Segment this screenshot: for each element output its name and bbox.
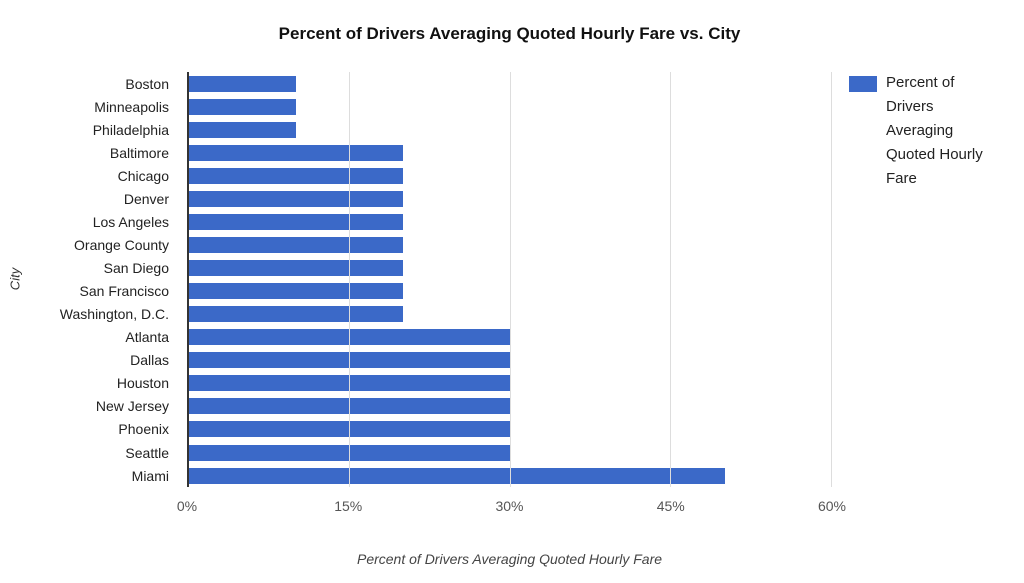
bar-dallas[interactable] <box>189 352 511 369</box>
gridline <box>670 72 672 487</box>
y-axis-label: Orange County <box>74 236 169 253</box>
bar-minneapolis[interactable] <box>189 98 297 115</box>
y-axis-label: Denver <box>123 190 169 207</box>
y-axis-label: San Diego <box>103 260 169 277</box>
bar-baltimore[interactable] <box>189 144 404 161</box>
x-axis-tick: 0% <box>176 498 198 514</box>
bar-row <box>189 303 832 326</box>
y-axis-label: New Jersey <box>95 398 169 415</box>
bar-row <box>189 464 832 487</box>
bar-row <box>189 257 832 280</box>
y-axis-label: Boston <box>125 75 169 92</box>
bar-row <box>189 418 832 441</box>
x-axis-tick: 60% <box>817 498 847 514</box>
bar-row <box>189 118 832 141</box>
legend-swatch <box>849 76 877 92</box>
gridline <box>348 72 350 487</box>
bar-boston[interactable] <box>189 75 297 92</box>
chart-title: Percent of Drivers Averaging Quoted Hour… <box>278 24 741 43</box>
y-axis-label: Dallas <box>130 352 169 369</box>
legend: Percent of Drivers Averaging Quoted Hour… <box>849 74 991 191</box>
bar-row <box>189 164 832 187</box>
y-axis-label: San Francisco <box>79 283 169 300</box>
x-axis-tick: 45% <box>656 498 685 514</box>
bar-miami[interactable] <box>189 467 725 484</box>
bar-chicago[interactable] <box>189 167 404 184</box>
bar-row <box>189 95 832 118</box>
x-axis-ticks: 0% 15% 30% 45% 60% <box>177 498 846 516</box>
bar-row <box>189 210 832 233</box>
bar-row <box>189 72 832 95</box>
x-axis-tick: 15% <box>334 498 363 514</box>
bar-row <box>189 233 832 256</box>
x-axis-title: Percent of Drivers Averaging Quoted Hour… <box>356 551 663 567</box>
bar-row <box>189 141 832 164</box>
bar-houston[interactable] <box>189 375 511 392</box>
legend-label: Percent of Drivers Averaging Quoted Hour… <box>886 74 983 187</box>
y-axis-label: Miami <box>131 467 169 484</box>
bar-san-diego[interactable] <box>189 260 404 277</box>
bar-rows <box>189 72 832 487</box>
plot-area <box>187 72 832 487</box>
bar-row <box>189 395 832 418</box>
bar-philadelphia[interactable] <box>189 121 297 138</box>
bar-atlanta[interactable] <box>189 329 511 346</box>
y-axis-label: Washington, D.C. <box>59 306 169 323</box>
bar-washington-d-c[interactable] <box>189 306 404 323</box>
bar-orange-county[interactable] <box>189 236 404 253</box>
y-axis-label: Minneapolis <box>94 98 169 115</box>
bar-seattle[interactable] <box>189 444 511 461</box>
y-axis-label: Philadelphia <box>92 121 169 138</box>
bar-new-jersey[interactable] <box>189 398 511 415</box>
gridline <box>509 72 511 487</box>
bar-denver[interactable] <box>189 190 404 207</box>
y-axis-labels: Boston Minneapolis Philadelphia Baltimore Ch… <box>0 72 178 487</box>
bar-row <box>189 326 832 349</box>
y-axis-label: Phoenix <box>118 421 169 438</box>
gridline <box>831 72 832 487</box>
y-axis-label: Baltimore <box>109 144 169 161</box>
x-axis-tick: 30% <box>495 498 524 514</box>
bar-phoenix[interactable] <box>189 421 511 438</box>
bar-row <box>189 372 832 395</box>
y-axis-label: Atlanta <box>125 329 169 346</box>
bar-row <box>189 349 832 372</box>
y-axis-label: Seattle <box>125 444 169 461</box>
bar-row <box>189 441 832 464</box>
y-axis-label: Los Angeles <box>92 213 169 230</box>
y-axis-label: Chicago <box>117 167 169 184</box>
bar-row <box>189 280 832 303</box>
bar-san-francisco[interactable] <box>189 283 404 300</box>
bar-row <box>189 187 832 210</box>
bar-los-angeles[interactable] <box>189 213 404 230</box>
y-axis-label: Houston <box>116 375 169 392</box>
